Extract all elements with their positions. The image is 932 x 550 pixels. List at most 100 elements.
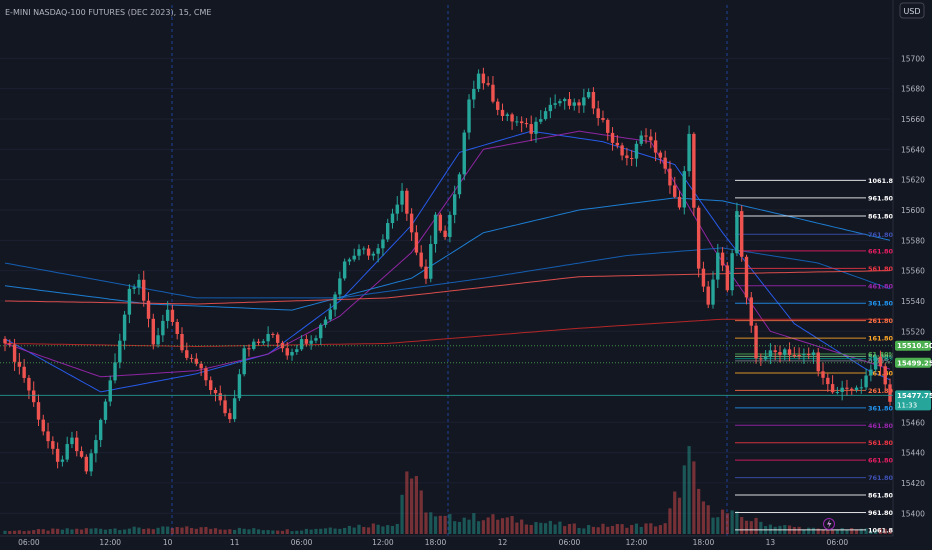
lightning-icon[interactable] bbox=[823, 518, 835, 530]
candle-body bbox=[500, 109, 505, 117]
candle-body bbox=[586, 91, 591, 98]
volume-bar bbox=[333, 528, 337, 534]
candle-body bbox=[821, 371, 825, 378]
candle-body bbox=[142, 279, 146, 301]
candle-body bbox=[189, 357, 194, 359]
volume-bar bbox=[553, 524, 557, 534]
time-tick-label: 06:00 bbox=[291, 538, 313, 547]
volume-bar bbox=[271, 530, 275, 534]
lightning-icon-bolt[interactable] bbox=[827, 519, 832, 529]
volume-bar bbox=[730, 510, 734, 534]
volume-bar bbox=[156, 527, 160, 534]
volume-bar bbox=[453, 521, 457, 534]
candle-body bbox=[787, 349, 792, 355]
price-tick-label: 15460 bbox=[901, 418, 925, 427]
volume-bar bbox=[711, 517, 715, 534]
candle-body bbox=[132, 287, 136, 289]
currency-button-frame[interactable] bbox=[899, 2, 925, 19]
volume-bar bbox=[189, 528, 194, 534]
volume-bar bbox=[658, 525, 662, 534]
candle-body bbox=[830, 384, 835, 393]
candle-body bbox=[869, 369, 873, 376]
candle-body bbox=[75, 437, 79, 452]
grid bbox=[0, 5, 890, 536]
candle-body bbox=[357, 249, 361, 256]
currency-button[interactable]: USD bbox=[899, 2, 925, 19]
volume-bar bbox=[830, 530, 835, 534]
volume-bar bbox=[27, 530, 31, 534]
candle-body bbox=[314, 338, 318, 341]
volume-bar bbox=[65, 528, 69, 534]
candle-body bbox=[845, 387, 849, 389]
bar-countdown-label: 11:33 bbox=[897, 401, 917, 409]
volume-bar bbox=[496, 519, 500, 534]
candle-body bbox=[711, 279, 715, 305]
price-tick-label: 15660 bbox=[901, 115, 925, 124]
price-axis-label: 15510.50 bbox=[897, 342, 932, 350]
volume-bar bbox=[213, 528, 218, 534]
candle-body bbox=[558, 101, 562, 104]
candle-body bbox=[610, 132, 615, 143]
volume-bar bbox=[218, 529, 222, 534]
candle-body bbox=[161, 320, 165, 336]
candle-body bbox=[103, 401, 108, 420]
volume-bar bbox=[472, 513, 476, 534]
volume-bar bbox=[209, 528, 213, 534]
candle-body bbox=[237, 374, 242, 399]
price-tick-label: 15640 bbox=[901, 145, 925, 154]
volume-bar bbox=[75, 528, 79, 534]
volume-bar bbox=[457, 521, 462, 534]
volume-bar bbox=[759, 521, 763, 534]
candle-body bbox=[601, 117, 605, 120]
fib-level-label: 161.80% bbox=[868, 335, 900, 343]
volume-bar bbox=[252, 528, 256, 534]
volume-bar bbox=[792, 527, 796, 534]
time-tick-label: 12 bbox=[498, 538, 508, 547]
candle-body bbox=[122, 314, 127, 341]
volume-bar bbox=[524, 524, 529, 534]
time-tick-label: 12:00 bbox=[372, 538, 394, 547]
moving-average-line bbox=[4, 130, 891, 393]
volume-bar bbox=[94, 528, 98, 534]
volume-bar bbox=[185, 526, 189, 534]
candle-body bbox=[768, 350, 773, 358]
candle-body bbox=[515, 121, 519, 123]
candle-body bbox=[668, 168, 672, 186]
candle-body bbox=[424, 266, 428, 279]
currency-button-label[interactable]: USD bbox=[903, 7, 920, 16]
time-tick-label: 12:00 bbox=[626, 538, 648, 547]
candle-body bbox=[209, 380, 213, 390]
volume-bar bbox=[343, 527, 347, 534]
volume-bar bbox=[443, 515, 447, 534]
candle-body bbox=[12, 344, 17, 362]
candle-body bbox=[8, 343, 12, 345]
volume-bar bbox=[697, 488, 701, 534]
candle-body bbox=[79, 451, 84, 457]
candle-body bbox=[366, 248, 371, 256]
volume-bar bbox=[692, 461, 696, 534]
volume-bar bbox=[247, 529, 251, 534]
volume-bar bbox=[242, 528, 246, 534]
volume-bar bbox=[572, 523, 576, 534]
volume-bar bbox=[113, 528, 117, 534]
volume-bar bbox=[122, 529, 127, 534]
candle-body bbox=[409, 213, 414, 233]
lightning-icon-circle[interactable] bbox=[823, 518, 835, 530]
volume-bar bbox=[558, 521, 562, 534]
volume-bar bbox=[668, 508, 672, 534]
volume-bar bbox=[462, 517, 466, 534]
volume-bar bbox=[639, 526, 643, 534]
candle-body bbox=[304, 339, 309, 344]
volume-bar bbox=[22, 531, 26, 534]
candle-body bbox=[347, 259, 352, 262]
volume-bar bbox=[854, 529, 859, 534]
volume-bar bbox=[539, 522, 543, 534]
candle-body bbox=[94, 440, 98, 454]
volume-bar bbox=[36, 529, 41, 534]
candle-body bbox=[816, 352, 820, 372]
candle-body bbox=[22, 366, 26, 378]
price-tick-label: 15580 bbox=[901, 236, 925, 245]
candle-body bbox=[873, 356, 878, 370]
